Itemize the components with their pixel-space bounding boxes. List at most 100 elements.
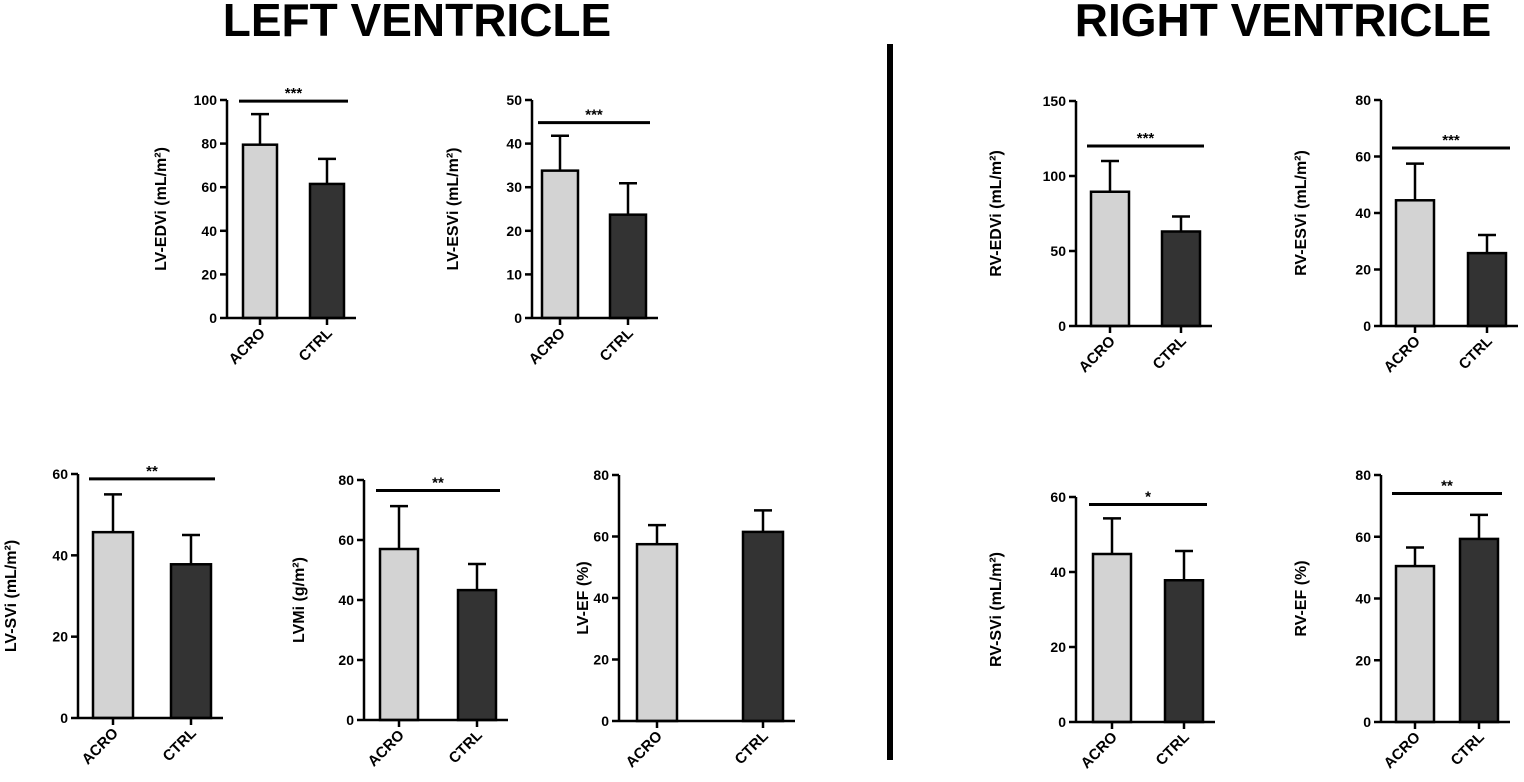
y-tick-label: 60 [1355,149,1371,165]
chart-5: ACRO CTRL 0 20 40 60 80 LV-EF (%) [575,467,795,771]
y-axis-label: RV-EDVi (mL/m²) [988,150,1005,277]
y-tick-label: 50 [1050,243,1066,259]
y-tick-label: 0 [601,713,609,729]
significance-label: *** [585,107,603,124]
bar-acro [1394,564,1436,724]
y-axis-label: RV-SVi (mL/m²) [988,552,1005,667]
y-axis-label: RV-EF (%) [1293,560,1310,636]
y-tick-label: 0 [514,310,522,326]
significance-label: ** [146,463,158,480]
y-axis-label: LV-SVi (mL/m²) [3,540,20,652]
bar-acro [241,143,279,320]
y-axis-label: LVMi (g/m²) [291,557,308,643]
category-label-ctrl: CTRL [160,725,200,765]
chart-9: ACRO CTRL 0 20 40 60 80 RV-EF (%) ** [1293,467,1510,772]
y-tick-label: 20 [1050,639,1066,655]
y-tick-label: 50 [506,92,522,108]
y-axis-label: RV-ESVi (mL/m²) [1293,150,1310,276]
chart-4: ACRO CTRL 0 20 40 60 80 LVMi (g/m²) ** [291,472,508,770]
category-label-acro: ACRO [1076,333,1119,376]
bar-acro [1089,190,1131,328]
y-axis-label: LV-EDVi (mL/m²) [153,147,170,271]
bar-acro [1394,199,1436,328]
significance-label: *** [285,85,303,102]
y-tick-label: 20 [201,266,217,282]
y-tick-label: 80 [1355,467,1371,483]
chart-6: ACRO CTRL 0 50 100 150 RV-EDVi (mL/m²) *** [988,93,1212,376]
category-label-ctrl: CTRL [732,728,772,768]
bar-acro [540,169,580,320]
category-label-acro: ACRO [1381,729,1424,772]
bar-ctrl [169,563,213,720]
significance-label: *** [1442,132,1460,149]
category-label-acro: ACRO [365,727,408,770]
bar-ctrl [308,182,346,320]
bar-acro [91,530,135,720]
category-label-acro: ACRO [526,325,569,368]
y-tick-label: 40 [593,590,609,606]
category-label-acro: ACRO [1078,729,1121,772]
y-tick-label: 40 [201,223,217,239]
y-tick-label: 40 [1050,564,1066,580]
category-label-ctrl: CTRL [1153,729,1193,769]
chart-8: ACRO CTRL 0 20 40 60 RV-SVi (mL/m²) * [988,489,1215,772]
significance-label: ** [1441,478,1453,495]
y-tick-label: 0 [346,712,354,728]
y-tick-label: 40 [338,592,354,608]
y-tick-label: 80 [201,136,217,152]
y-tick-label: 0 [1058,318,1066,334]
category-label-ctrl: CTRL [1150,333,1190,373]
bar-ctrl [1466,251,1508,328]
y-tick-label: 20 [338,652,354,668]
significance-label: ** [432,475,444,492]
bar-ctrl [608,213,648,320]
category-label-ctrl: CTRL [1456,333,1496,373]
y-tick-label: 150 [1043,93,1067,109]
y-tick-label: 0 [1363,318,1371,334]
y-tick-label: 80 [338,472,354,488]
chart-3: ACRO CTRL 0 20 40 60 LV-SVi (mL/m²) ** [3,463,223,768]
y-tick-label: 10 [506,266,522,282]
y-tick-label: 0 [209,310,217,326]
y-tick-label: 100 [1043,168,1067,184]
category-label-ctrl: CTRL [597,325,637,365]
y-tick-label: 20 [506,223,522,239]
y-tick-label: 60 [52,466,68,482]
y-tick-label: 0 [60,710,68,726]
bar-ctrl [456,588,498,722]
y-tick-label: 0 [1058,714,1066,730]
y-tick-label: 40 [52,547,68,563]
y-tick-label: 60 [201,179,217,195]
significance-label: * [1145,489,1151,506]
y-tick-label: 20 [593,652,609,668]
y-tick-label: 40 [1355,591,1371,607]
right-ventricle-heading: RIGHT VENTRICLE [1075,0,1492,46]
chart-7: ACRO CTRL 0 20 40 60 80 RV-ESVi (mL/m²) *** [1293,92,1518,376]
y-tick-label: 60 [1050,489,1066,505]
category-label-acro: ACRO [1381,333,1424,376]
y-tick-label: 20 [52,629,68,645]
y-tick-label: 80 [1355,92,1371,108]
bar-acro [1091,552,1133,724]
y-tick-label: 0 [1363,714,1371,730]
category-label-ctrl: CTRL [446,727,486,767]
y-tick-label: 40 [1355,205,1371,221]
y-tick-label: 60 [1355,529,1371,545]
y-tick-label: 100 [194,92,218,108]
y-tick-label: 40 [506,136,522,152]
y-axis-label: LV-EF (%) [575,561,592,634]
y-tick-label: 20 [1355,652,1371,668]
y-tick-label: 20 [1355,262,1371,278]
bar-ctrl [1458,537,1500,724]
y-tick-label: 30 [506,179,522,195]
category-label-acro: ACRO [226,325,269,368]
bar-acro [635,542,679,723]
category-label-acro: ACRO [79,725,122,768]
significance-label: *** [1137,130,1155,147]
bar-ctrl [741,530,785,723]
y-tick-label: 60 [338,532,354,548]
left-ventricle-heading: LEFT VENTRICLE [223,0,611,46]
